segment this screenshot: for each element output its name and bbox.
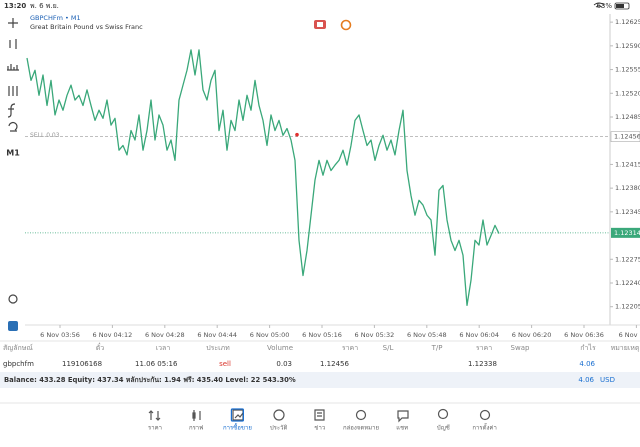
- chart-subtitle: Great Britain Pound vs Swiss Franc: [30, 23, 143, 31]
- tab-label[interactable]: แชท: [396, 425, 408, 432]
- chart-title: GBPCHFm • M1: [30, 14, 81, 22]
- y-tick-label: 1.12275: [615, 255, 640, 263]
- table-cell: 0.03: [276, 360, 292, 368]
- y-tick-label: 1.12415: [615, 160, 640, 168]
- table-header: T/P: [431, 344, 443, 352]
- table-header: S/L: [383, 344, 394, 352]
- tab-label[interactable]: การซื้อขาย: [223, 422, 252, 432]
- x-tick-label: 6 Nov 05:00: [250, 331, 290, 339]
- balance-profit: 4.06: [578, 376, 594, 384]
- function-tool[interactable]: [7, 103, 16, 118]
- y-tick-label: 1.12380: [615, 184, 640, 192]
- table-header: Volume: [267, 344, 293, 352]
- table-header: ประเภท: [206, 344, 230, 352]
- status-time: 13:20: [4, 2, 26, 10]
- x-tick-label: 6 Nov 05:16: [302, 331, 342, 339]
- table-cell: 1.12456: [320, 360, 349, 368]
- table-cell: 119106168: [62, 360, 102, 368]
- price-line: [26, 49, 500, 306]
- table-header: เวลา: [156, 344, 171, 352]
- tab-active-highlight: [230, 408, 244, 422]
- tab-icons: [148, 408, 491, 423]
- tab-label[interactable]: กราฟ: [189, 425, 203, 432]
- order-line-label: SELL 0.03: [30, 132, 60, 139]
- x-tick-label: 6 Nov 05:48: [407, 331, 447, 339]
- x-tick-label: 6 Nov 05:32: [355, 331, 395, 339]
- balance-text: Balance: 433.28 Equity: 437.34 หลักประกั…: [4, 376, 296, 384]
- bid-price-label: 1.12314: [614, 229, 640, 237]
- x-tick-label: 6 Nov 06:36: [564, 331, 604, 339]
- bid-price-box: [611, 227, 640, 238]
- table-header: หมายเหตุ: [611, 344, 640, 352]
- x-tick-label: 6 Nov 04:28: [145, 331, 185, 339]
- crosshair-tool[interactable]: [8, 18, 18, 28]
- x-tick-label: 6 Nov 03:56: [40, 331, 80, 339]
- tab-label[interactable]: ประวัติ: [270, 425, 288, 432]
- y-tick-label: 1.12240: [615, 279, 640, 287]
- shapes-tool[interactable]: [8, 122, 18, 132]
- table-header: ราคา: [342, 344, 358, 352]
- tab-label[interactable]: บัญชี: [437, 424, 450, 432]
- balance-currency: USD: [600, 376, 615, 384]
- chart-type-tool[interactable]: [9, 39, 17, 49]
- table-header: Swap: [511, 344, 530, 352]
- y-tick-label: 1.12485: [615, 113, 640, 121]
- trade-tool[interactable]: [8, 321, 18, 331]
- order-price-label: 1.12456: [614, 133, 640, 141]
- tab-label[interactable]: ราคา: [148, 425, 162, 432]
- y-tick-label: 1.12520: [615, 89, 640, 97]
- zoom-tool[interactable]: [8, 294, 18, 304]
- timeframe-button[interactable]: M1: [6, 149, 20, 158]
- x-tick-label: 6 Nov 06:5: [619, 331, 640, 339]
- battery-icon: [614, 2, 630, 10]
- y-tick-label: 1.12555: [615, 66, 640, 74]
- x-tick-label: 6 Nov 06:20: [512, 331, 552, 339]
- table-cell: 1.12338: [468, 360, 497, 368]
- y-tick-label: 1.12205: [615, 303, 640, 311]
- wifi-icon: [593, 2, 605, 8]
- battery-fill: [616, 4, 624, 8]
- y-tick-label: 1.12590: [615, 42, 640, 50]
- one-click-icon-inner: [317, 22, 323, 27]
- tab-label[interactable]: กล่องจดหมาย: [343, 425, 379, 432]
- table-cell: sell: [219, 360, 231, 368]
- status-date: พ. 6 พ.ย.: [30, 2, 59, 10]
- table-cell: 4.06: [579, 360, 595, 368]
- y-tick-label: 1.12345: [615, 208, 640, 216]
- tab-label[interactable]: ข่าว: [314, 425, 325, 432]
- table-cell: 11.06 05:16: [135, 360, 178, 368]
- battery-level: 63%: [596, 2, 612, 10]
- indicators-tool[interactable]: [7, 64, 19, 71]
- objects-tool[interactable]: [8, 86, 18, 96]
- signal-icon[interactable]: [340, 19, 352, 31]
- table-header: กำไร: [580, 343, 596, 352]
- balance-bar: [0, 372, 640, 388]
- table-header: ตั๋ว: [96, 343, 105, 352]
- x-tick-label: 6 Nov 04:12: [93, 331, 133, 339]
- x-tick-label: 6 Nov 04:44: [197, 331, 237, 339]
- y-tick-label: 1.12625: [615, 18, 640, 26]
- table-header: ราคา: [476, 344, 492, 352]
- x-tick-label: 6 Nov 06:04: [459, 331, 499, 339]
- order-price-box: [610, 131, 640, 142]
- table-cell: gbpchfm: [3, 360, 34, 368]
- entry-marker: [295, 132, 299, 137]
- table-header: สัญลักษณ์: [3, 344, 33, 352]
- tab-label[interactable]: การตั้งค่า: [472, 422, 496, 432]
- toolbar: M1: [6, 18, 20, 331]
